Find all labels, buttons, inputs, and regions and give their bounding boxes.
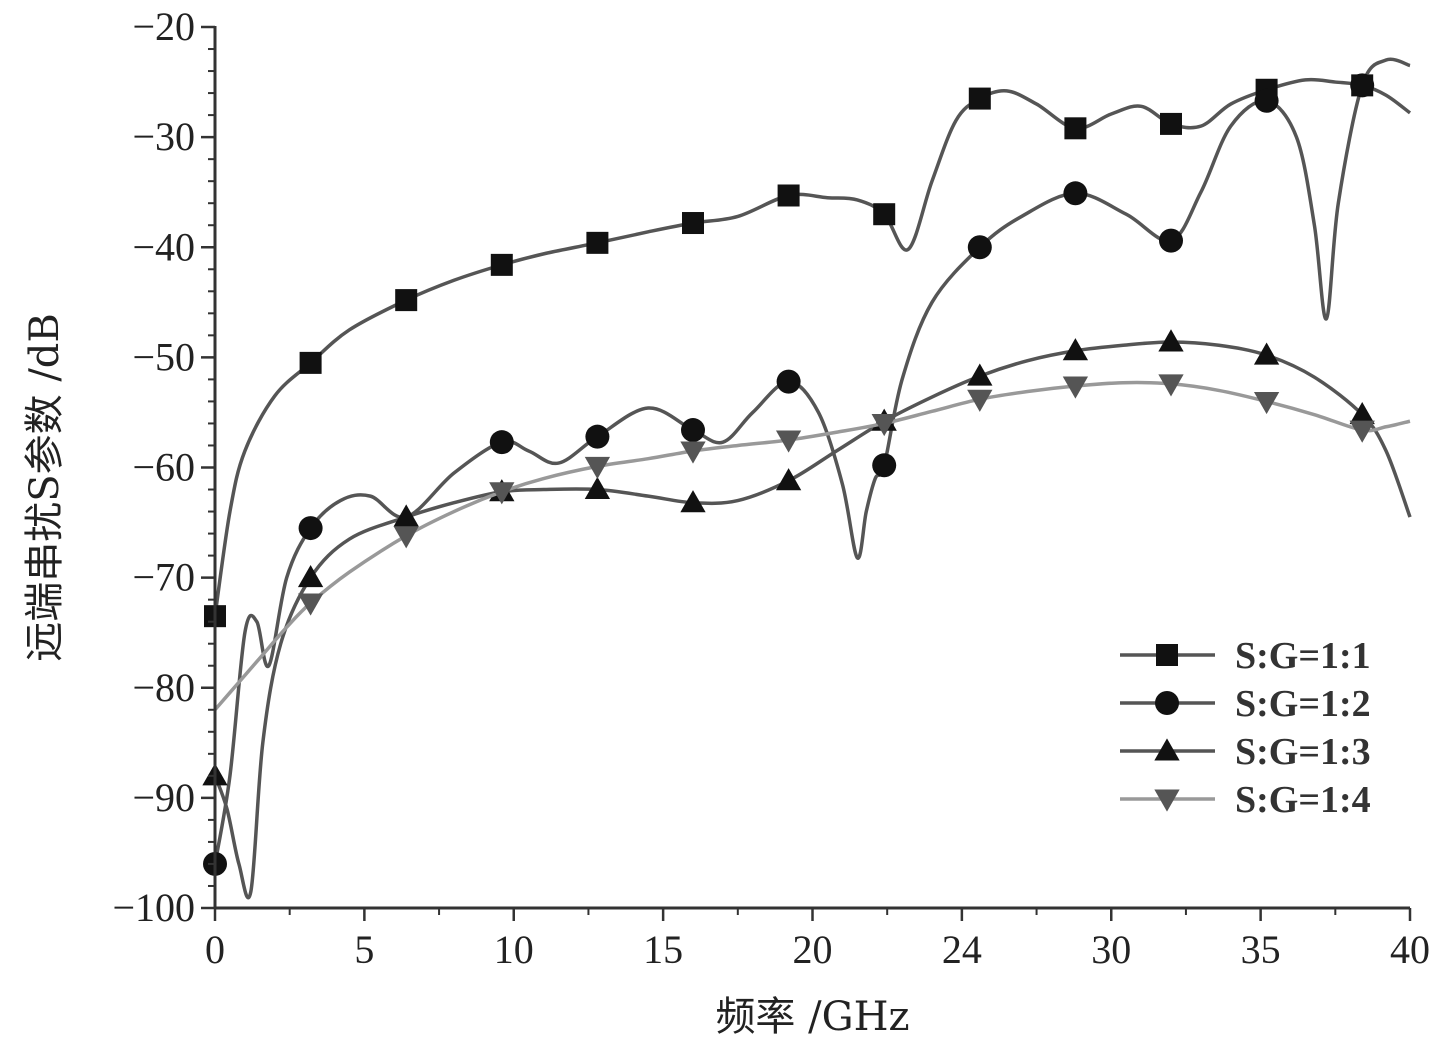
series-3 [202,329,1412,900]
y-axis-title: 远端串扰S参数 /dB [22,313,68,662]
data-point [680,490,706,513]
x-tick-label: 15 [643,927,683,972]
data-point [585,424,610,449]
data-point [776,369,801,394]
data-point [967,363,993,386]
data-point [775,430,802,453]
x-tick-label: 20 [793,927,833,972]
legend-item: S:G=1:4 [1120,779,1371,821]
data-point [395,289,418,312]
data-point [1254,88,1279,113]
legend-label: S:G=1:2 [1235,683,1371,725]
data-point [1160,112,1182,135]
data-point [586,231,609,254]
data-point [393,504,419,527]
data-point [489,482,515,505]
series-2 [203,57,1411,876]
y-tick-label: −30 [132,114,195,159]
data-point [871,413,897,437]
data-point [1064,117,1087,140]
data-point [584,476,611,500]
data-point [1158,374,1184,397]
legend-label: S:G=1:3 [1235,731,1371,773]
series-4 [213,374,1411,711]
data-point [775,468,802,491]
series-line [213,77,1412,617]
data-point [872,453,897,478]
data-point [777,184,800,207]
data-point [681,418,705,443]
legend-marker [1156,644,1178,666]
data-point [1063,181,1088,206]
legend: S:G=1:1 S:G=1:2 S:G=1:3 S:G=1:4 [1120,635,1371,821]
series-line [213,380,1411,711]
y-tick-label: −60 [132,445,195,490]
data-point [393,526,419,549]
legend-marker [1154,738,1180,761]
data-point [298,516,323,541]
legend-label: S:G=1:4 [1235,779,1371,821]
data-point [680,441,706,464]
data-point [584,456,611,480]
data-point [489,430,514,455]
series-1 [204,74,1412,628]
data-point [967,235,992,260]
data-point [968,87,991,110]
data-point [1349,420,1375,443]
data-point [297,593,324,616]
x-tick-label: 30 [1091,927,1131,972]
y-tick-label: −70 [132,555,195,600]
data-point [1062,376,1089,399]
y-tick-label: −100 [112,885,195,930]
data-point [297,564,324,588]
data-point [1158,329,1184,352]
data-point [1159,228,1183,253]
x-tick-label: 10 [494,927,534,972]
y-tick-label: −90 [132,775,195,820]
data-point [1253,391,1280,415]
x-axis-title: 频率 /GHz [715,994,909,1040]
x-tick-label: 35 [1241,927,1281,972]
data-point [490,253,513,276]
plot-area [202,57,1412,900]
y-tick-label: −40 [132,224,195,269]
x-tick-label: 40 [1390,927,1430,972]
legend-label: S:G=1:1 [1235,635,1371,677]
y-tick-label: −50 [132,334,195,379]
legend-marker [1154,789,1180,812]
legend-item: S:G=1:2 [1120,683,1371,725]
y-tick-label: −80 [132,665,195,710]
legend-item: S:G=1:3 [1120,731,1371,773]
data-point [682,212,704,235]
data-point [1253,342,1280,365]
y-tick-label: −20 [132,4,195,49]
data-point [1350,73,1375,98]
series-line [213,57,1411,865]
legend-item: S:G=1:1 [1120,635,1371,677]
data-point [1349,401,1375,425]
data-point [299,351,322,374]
legend-marker [1155,691,1179,715]
x-tick-label: 24 [942,927,982,972]
x-tick-label: 0 [205,927,225,972]
data-point [873,203,896,226]
data-point [967,389,993,412]
x-tick-label: 5 [354,927,374,972]
data-point [1062,338,1089,361]
series-line [213,340,1412,900]
